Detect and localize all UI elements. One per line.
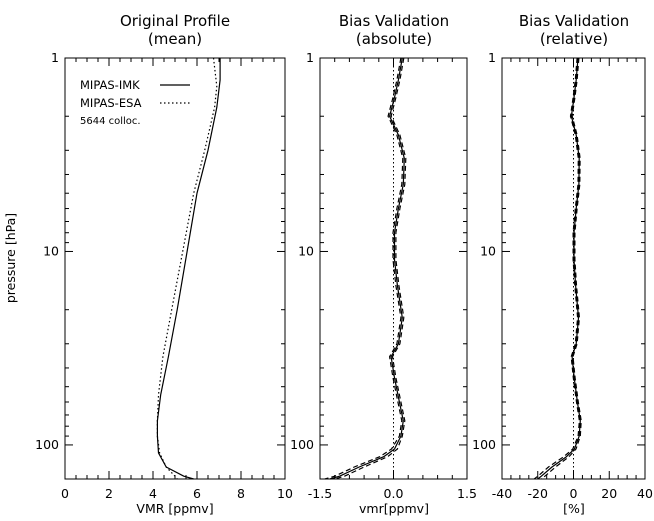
plot-area: 1 10 100 -1.5 0.0 1.5 bbox=[290, 50, 477, 501]
y-tick-label: 100 bbox=[35, 437, 59, 452]
x-tick-label: 0.0 bbox=[384, 486, 404, 501]
panel-original-profile: Original Profile (mean) 1 10 100 0 2 4 6 8 10 VM… bbox=[3, 12, 293, 516]
x-tick-label: 6 bbox=[193, 486, 201, 501]
panel-bias-relative: Bias Validation (relative) 1 10 100 -40 -20 0… bbox=[472, 12, 653, 516]
series-line-1 bbox=[324, 57, 404, 480]
chart-title: Bias Validation bbox=[339, 12, 449, 30]
x-tick-label: 0 bbox=[570, 486, 578, 501]
y-tick-label: 1 bbox=[306, 50, 314, 65]
chart-subtitle: (absolute) bbox=[356, 30, 432, 48]
legend-label-esa: MIPAS-ESA bbox=[80, 96, 142, 110]
y-tick-label: 10 bbox=[298, 243, 314, 258]
plot-area: 1 10 100 0 2 4 6 8 10 bbox=[35, 50, 293, 501]
x-axis-label: VMR [ppmv] bbox=[136, 501, 213, 516]
legend: MIPAS-IMK MIPAS-ESA 5644 colloc. bbox=[80, 78, 190, 127]
x-tick-label: -1.5 bbox=[308, 486, 332, 501]
y-tick-label: 10 bbox=[480, 243, 496, 258]
y-tick-label: 100 bbox=[472, 437, 496, 452]
y-tick-label: 100 bbox=[290, 437, 314, 452]
series-line-2 bbox=[334, 57, 407, 480]
x-tick-label: 1.5 bbox=[457, 486, 477, 501]
y-axis-label: pressure [hPa] bbox=[3, 213, 18, 303]
x-tick-label: -40 bbox=[492, 486, 512, 501]
chart-title: Original Profile bbox=[120, 12, 230, 30]
chart-title: Bias Validation bbox=[519, 12, 629, 30]
x-axis-label: [%] bbox=[563, 501, 585, 516]
x-tick-label: -20 bbox=[528, 486, 548, 501]
panel-bias-absolute: Bias Validation (absolute) 1 10 100 -1.5 0.0… bbox=[290, 12, 477, 516]
chart-subtitle: (mean) bbox=[148, 30, 202, 48]
x-tick-label: 8 bbox=[237, 486, 245, 501]
y-tick-label: 1 bbox=[488, 50, 496, 65]
series-line-0 bbox=[156, 58, 221, 480]
plot-area: 1 10 100 -40 -20 0 20 40 bbox=[472, 50, 653, 501]
series-line-0 bbox=[329, 57, 405, 480]
y-tick-label: 1 bbox=[51, 50, 59, 65]
chart-subtitle: (relative) bbox=[540, 30, 608, 48]
legend-label-imk: MIPAS-IMK bbox=[80, 78, 140, 92]
x-tick-label: 2 bbox=[105, 486, 113, 501]
y-tick-label: 10 bbox=[43, 243, 59, 258]
x-tick-label: 4 bbox=[149, 486, 157, 501]
x-tick-label: 10 bbox=[277, 486, 293, 501]
series-line-2 bbox=[540, 57, 582, 480]
x-axis-label: vmr[ppmv] bbox=[359, 501, 429, 516]
x-tick-label: 40 bbox=[637, 486, 653, 501]
x-tick-label: 20 bbox=[601, 486, 617, 501]
legend-collocation-note: 5644 colloc. bbox=[80, 116, 141, 127]
series-line-0 bbox=[537, 57, 581, 480]
x-tick-label: 0 bbox=[61, 486, 69, 501]
series-line-1 bbox=[156, 57, 218, 480]
